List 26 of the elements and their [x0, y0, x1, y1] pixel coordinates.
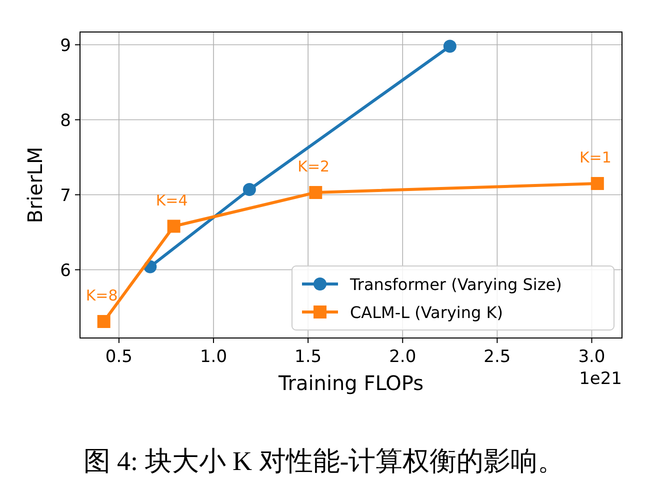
y-tick-label: 6: [60, 260, 71, 281]
x-tick-label: 3.0: [578, 347, 606, 367]
y-tick-label: 9: [60, 36, 71, 56]
x-tick-label: 1.0: [200, 347, 228, 367]
annotation: K=8: [86, 286, 118, 304]
point: [309, 186, 322, 199]
y-axis-title: BrierLM: [23, 146, 47, 224]
x-tick-label: 2.5: [484, 347, 511, 367]
caption: 图 4: 块大小 K 对性能-计算权衡的影响。: [83, 446, 565, 476]
legend-label: CALM-L (Varying K): [350, 303, 503, 322]
y-tick-label: 7: [60, 186, 71, 206]
x-tick-label: 0.5: [105, 347, 132, 367]
point: [443, 40, 456, 53]
x-tick-label: 2.0: [389, 347, 416, 367]
annotation: K=2: [298, 158, 330, 176]
x-axis-title: Training FLOPs: [277, 371, 424, 395]
point: [167, 220, 180, 233]
point: [97, 315, 110, 328]
x-tick-label: 1.5: [294, 347, 322, 367]
legend-label: Transformer (Varying Size): [349, 275, 562, 294]
point: [242, 183, 256, 196]
point: [590, 177, 604, 190]
annotation: K=1: [579, 148, 612, 166]
text: 1e21: [579, 369, 622, 389]
y-tick-label: 8: [60, 110, 71, 131]
annotation: K=4: [156, 191, 188, 210]
